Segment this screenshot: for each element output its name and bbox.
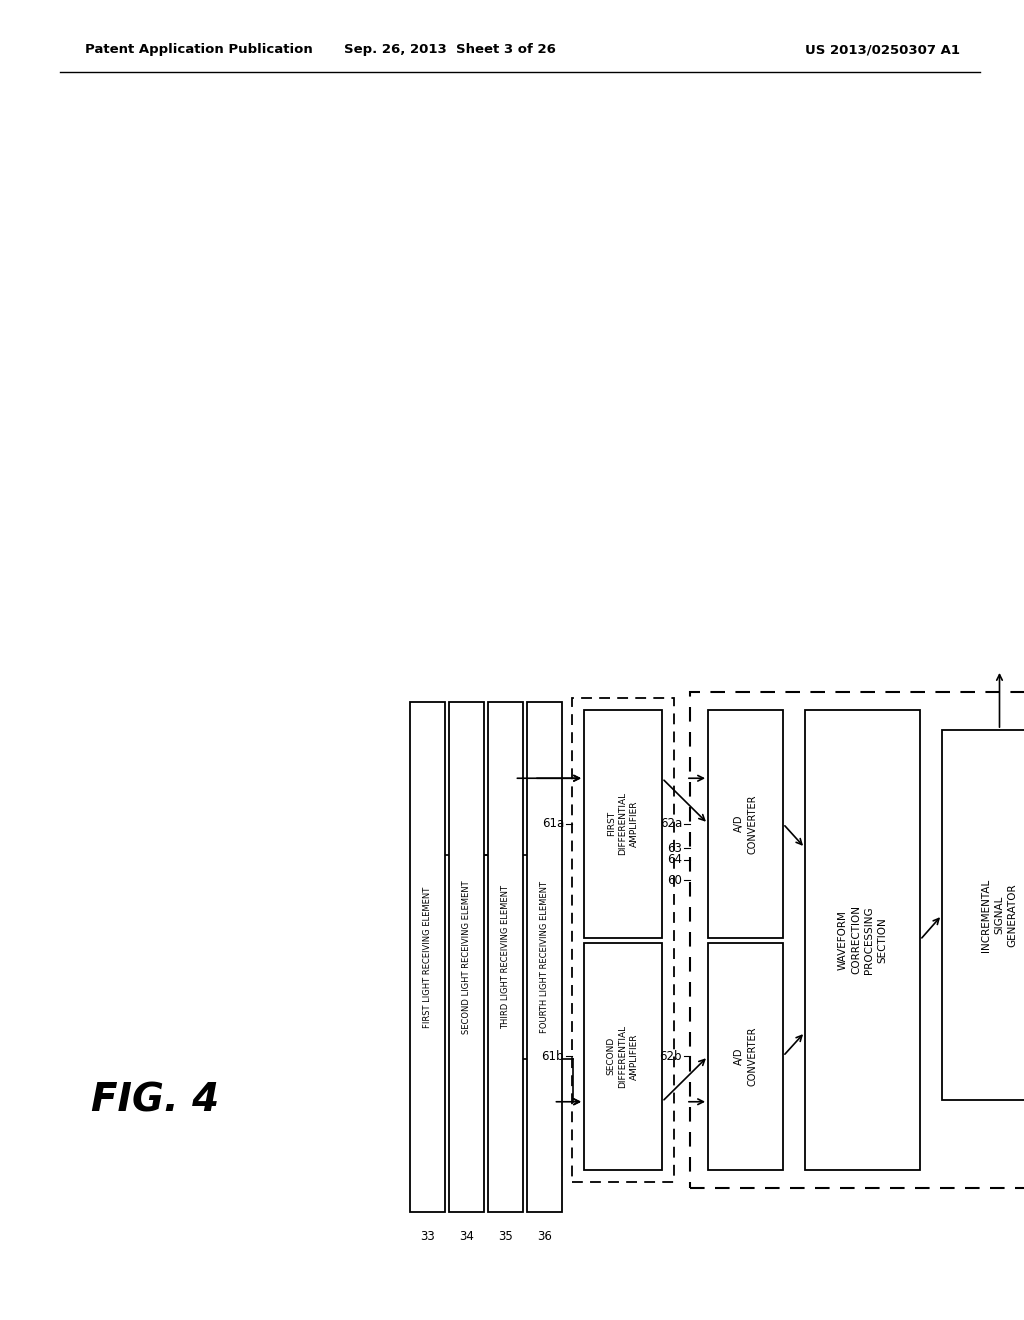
Bar: [527, 702, 562, 1212]
Bar: [942, 730, 1024, 1100]
Text: US 2013/0250307 A1: US 2013/0250307 A1: [805, 44, 961, 57]
Text: A/D
CONVERTER: A/D CONVERTER: [734, 1027, 757, 1086]
Bar: [708, 710, 783, 937]
Text: 60: 60: [667, 874, 682, 887]
Bar: [572, 698, 674, 1181]
Text: THIRD LIGHT RECEIVING ELEMENT: THIRD LIGHT RECEIVING ELEMENT: [501, 884, 510, 1030]
Bar: [410, 702, 445, 1212]
Bar: [805, 710, 920, 1170]
Text: 61b: 61b: [542, 1049, 564, 1063]
Bar: [488, 702, 523, 1212]
Text: 62a: 62a: [659, 817, 682, 830]
Text: 36: 36: [537, 1230, 552, 1243]
Text: A/D
CONVERTER: A/D CONVERTER: [734, 795, 757, 854]
Text: 63: 63: [667, 842, 682, 854]
Text: FOURTH LIGHT RECEIVING ELEMENT: FOURTH LIGHT RECEIVING ELEMENT: [540, 880, 549, 1034]
Text: Patent Application Publication: Patent Application Publication: [85, 44, 312, 57]
Bar: [690, 692, 1024, 1188]
Text: Sep. 26, 2013  Sheet 3 of 26: Sep. 26, 2013 Sheet 3 of 26: [344, 44, 556, 57]
Bar: [584, 942, 662, 1170]
Text: WAVEFORM
CORRECTION
PROCESSING
SECTION: WAVEFORM CORRECTION PROCESSING SECTION: [838, 906, 888, 974]
Text: 62b: 62b: [659, 1049, 682, 1063]
Text: 61a: 61a: [542, 817, 564, 830]
Bar: [584, 710, 662, 937]
Text: SECOND LIGHT RECEIVING ELEMENT: SECOND LIGHT RECEIVING ELEMENT: [462, 880, 471, 1034]
Text: 34: 34: [459, 1230, 474, 1243]
Text: 35: 35: [498, 1230, 513, 1243]
Bar: [708, 942, 783, 1170]
Bar: [449, 702, 484, 1212]
Text: FIRST
DIFFERENTIAL
AMPLIFIER: FIRST DIFFERENTIAL AMPLIFIER: [606, 792, 639, 855]
Text: FIRST LIGHT RECEIVING ELEMENT: FIRST LIGHT RECEIVING ELEMENT: [423, 886, 432, 1028]
Text: INCREMENTAL
SIGNAL
GENERATOR: INCREMENTAL SIGNAL GENERATOR: [981, 878, 1018, 952]
Text: SECOND
DIFFERENTIAL
AMPLIFIER: SECOND DIFFERENTIAL AMPLIFIER: [606, 1024, 639, 1088]
Text: 64: 64: [667, 853, 682, 866]
Text: 33: 33: [420, 1230, 435, 1243]
Text: FIG. 4: FIG. 4: [91, 1081, 219, 1119]
